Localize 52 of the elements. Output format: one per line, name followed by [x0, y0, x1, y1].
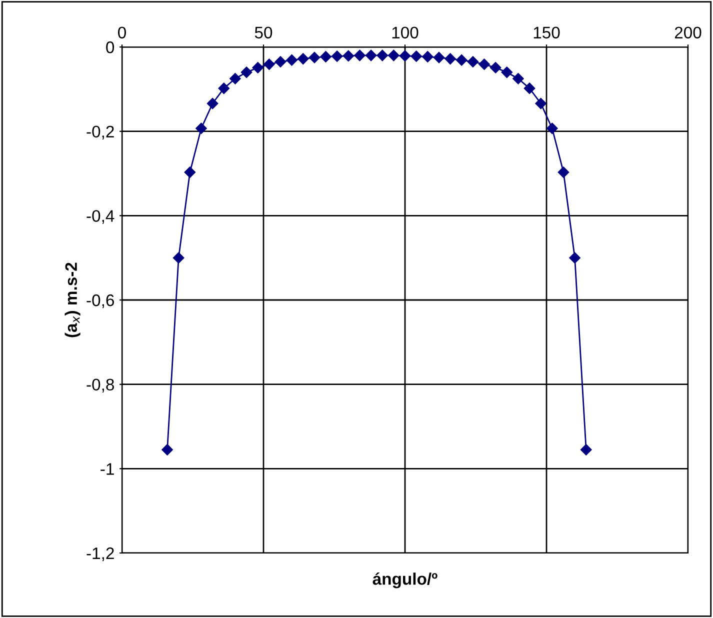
- point: [456, 54, 468, 66]
- point: [230, 73, 241, 84]
- point: [422, 51, 434, 62]
- y-tick-label: -0,8: [86, 378, 114, 393]
- point: [252, 62, 264, 74]
- y-tick-label: -0,2: [86, 126, 114, 140]
- x-axis-title: ángulo/º: [372, 572, 438, 588]
- point: [354, 50, 366, 62]
- point: [196, 122, 207, 134]
- y-tick-label: -0,6: [86, 294, 114, 308]
- point: [490, 62, 502, 74]
- point: [478, 58, 490, 70]
- point: [524, 82, 536, 94]
- point: [274, 56, 286, 68]
- y-tick-label: -1: [100, 463, 114, 475]
- point: [172, 252, 184, 264]
- x-tick-label: 50: [254, 26, 272, 38]
- point: [399, 50, 411, 62]
- point: [298, 53, 309, 64]
- point: [388, 50, 400, 62]
- point: [501, 66, 512, 78]
- point: [580, 444, 592, 456]
- point: [365, 50, 377, 62]
- y-tick-label: -0,4: [86, 210, 114, 224]
- y-axis-title: (a$_{x}$) m.s-2: [64, 262, 80, 338]
- point: [184, 166, 196, 178]
- point: [331, 50, 343, 62]
- x-tick-label: 100: [392, 26, 418, 38]
- point: [444, 53, 456, 64]
- point: [240, 66, 252, 78]
- y-tick-label: 0: [106, 41, 114, 54]
- point: [264, 58, 275, 70]
- point: [162, 444, 173, 456]
- point: [320, 51, 332, 62]
- point: [286, 54, 298, 66]
- point: [410, 50, 422, 62]
- point: [569, 252, 580, 264]
- point: [467, 56, 479, 68]
- point: [308, 52, 320, 64]
- point: [342, 50, 354, 62]
- y-tick-label: -1,2: [86, 547, 114, 562]
- point: [376, 50, 388, 62]
- point: [535, 98, 546, 110]
- point: [558, 166, 570, 178]
- point: [512, 73, 524, 84]
- point: [546, 122, 558, 134]
- x-tick-label: 0: [118, 26, 126, 38]
- point: [433, 52, 445, 64]
- x-tick-label: 150: [534, 26, 560, 38]
- x-tick-label: 200: [674, 26, 702, 38]
- point: [206, 98, 218, 110]
- point: [218, 82, 230, 94]
